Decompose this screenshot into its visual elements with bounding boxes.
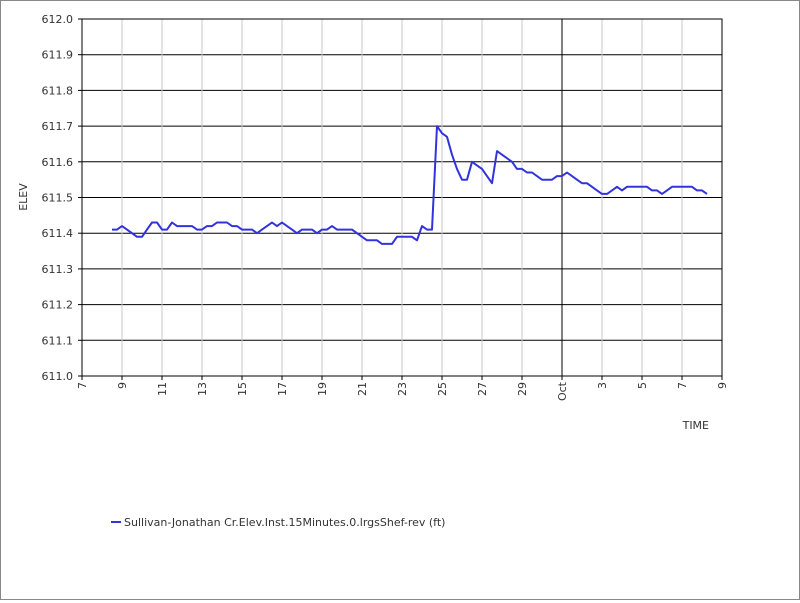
y-tick-label: 611.5	[42, 192, 74, 205]
x-tick-label: 9	[716, 382, 729, 389]
x-tick-label: 17	[276, 382, 289, 396]
y-tick-label: 611.8	[42, 84, 74, 97]
y-axis-label: ELEV	[17, 183, 30, 211]
x-tick-label: 19	[316, 382, 329, 396]
x-tick-label: 5	[636, 382, 649, 389]
x-tick-label: 25	[436, 382, 449, 396]
y-tick-label: 611.4	[42, 227, 74, 240]
y-tick-label: 611.9	[42, 49, 74, 62]
y-tick-label: 611.3	[42, 263, 74, 276]
x-tick-label: 9	[116, 382, 129, 389]
y-tick-label: 611.7	[42, 120, 74, 133]
x-axis-label: TIME	[682, 419, 709, 432]
x-tick-label: 3	[596, 382, 609, 389]
x-tick-label: 7	[76, 382, 89, 389]
x-tick-label: 15	[236, 382, 249, 396]
x-tick-label: 13	[196, 382, 209, 396]
grid	[81, 18, 723, 377]
y-tick-label: 611.2	[42, 299, 74, 312]
y-tick-label: 611.1	[42, 334, 74, 347]
series-line	[112, 125, 708, 245]
x-tick-label: 7	[676, 382, 689, 389]
x-tick-label: 11	[156, 382, 169, 396]
x-tick-label: 23	[396, 382, 409, 396]
y-tick-label: 612.0	[42, 13, 74, 26]
series-layer	[112, 125, 708, 245]
plot-area	[81, 18, 723, 377]
legend: Sullivan-Jonathan Cr.Elev.Inst.15Minutes…	[111, 516, 445, 529]
y-axis-ticks: 611.0 611.1 611.2 611.3 611.4 611.5 611.6 611.7…	[42, 13, 82, 383]
y-tick-label: 611.0	[42, 370, 74, 383]
x-axis-ticks: 7 9 11 13 15 17 19 21 23 25 27 29 Oct 3 5 7 9	[76, 376, 729, 401]
x-tick-label: 29	[516, 382, 529, 396]
y-tick-label: 611.6	[42, 156, 74, 169]
x-tick-label: 27	[476, 382, 489, 396]
x-tick-label: 21	[356, 382, 369, 396]
x-tick-label: Oct	[556, 381, 569, 401]
legend-label: Sullivan-Jonathan Cr.Elev.Inst.15Minutes…	[124, 516, 445, 529]
